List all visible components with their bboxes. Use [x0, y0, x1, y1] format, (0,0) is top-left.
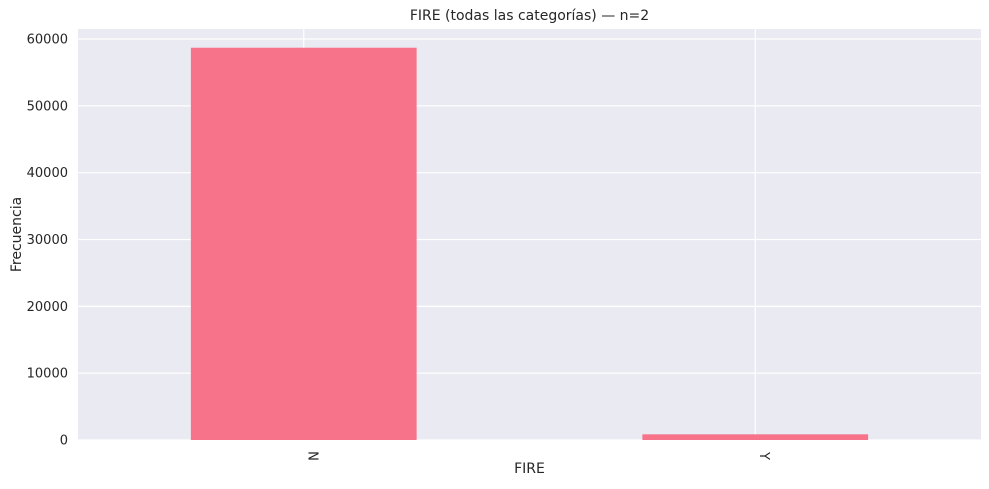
bars-layer: [190, 47, 869, 441]
x-axis-label: FIRE: [514, 461, 545, 477]
y-tick-label: 0: [60, 434, 68, 449]
y-tick-labels: 0 10000 20000 30000 40000 50000 60000: [27, 33, 68, 449]
y-tick-label: 30000: [27, 233, 68, 248]
chart-title: FIRE (todas las categorías) — n=2: [410, 8, 649, 24]
y-axis-label: Frecuencia: [9, 197, 25, 272]
x-tick-label: N: [304, 451, 319, 461]
y-tick-label: 20000: [27, 300, 68, 315]
x-tick-label: Y: [756, 451, 771, 460]
bar-n: [190, 47, 417, 441]
y-tick-label: 10000: [27, 367, 68, 382]
y-tick-label: 60000: [27, 33, 68, 48]
y-tick-label: 50000: [27, 99, 68, 114]
y-tick-label: 40000: [27, 166, 68, 181]
bar-y: [642, 434, 869, 440]
